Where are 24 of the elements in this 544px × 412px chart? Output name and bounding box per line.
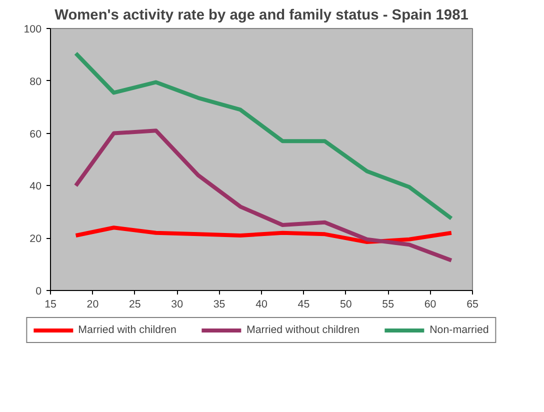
legend-label: Non-married (430, 324, 489, 336)
x-tick-label: 40 (256, 298, 268, 310)
x-tick-label: 45 (298, 298, 310, 310)
x-tick-label: 60 (424, 298, 436, 310)
chart-title: Women's activity rate by age and family status - Spain 1981 (54, 8, 468, 24)
x-tick-label: 30 (171, 298, 184, 310)
x-tick-label: 20 (86, 298, 99, 310)
line-series (74, 51, 454, 220)
y-tick-label: 40 (30, 180, 42, 193)
x-tick-label: 55 (382, 298, 394, 310)
x-tick-label: 25 (128, 298, 141, 310)
x-tick-label: 50 (340, 298, 352, 310)
x-tick-label: 35 (213, 298, 226, 310)
y-tick-label: 100 (24, 24, 42, 36)
x-tick-label: 65 (466, 298, 478, 310)
y-tick-label: 20 (30, 233, 42, 246)
y-tick-label: 0 (36, 286, 42, 298)
line-series (74, 128, 454, 262)
legend-label: Married with children (78, 324, 176, 336)
y-tick-label: 60 (30, 128, 42, 140)
y-tick-label: 80 (30, 76, 42, 88)
x-tick-label: 15 (44, 298, 56, 310)
legend-label: Married without children (246, 324, 360, 336)
line-series (74, 226, 454, 244)
